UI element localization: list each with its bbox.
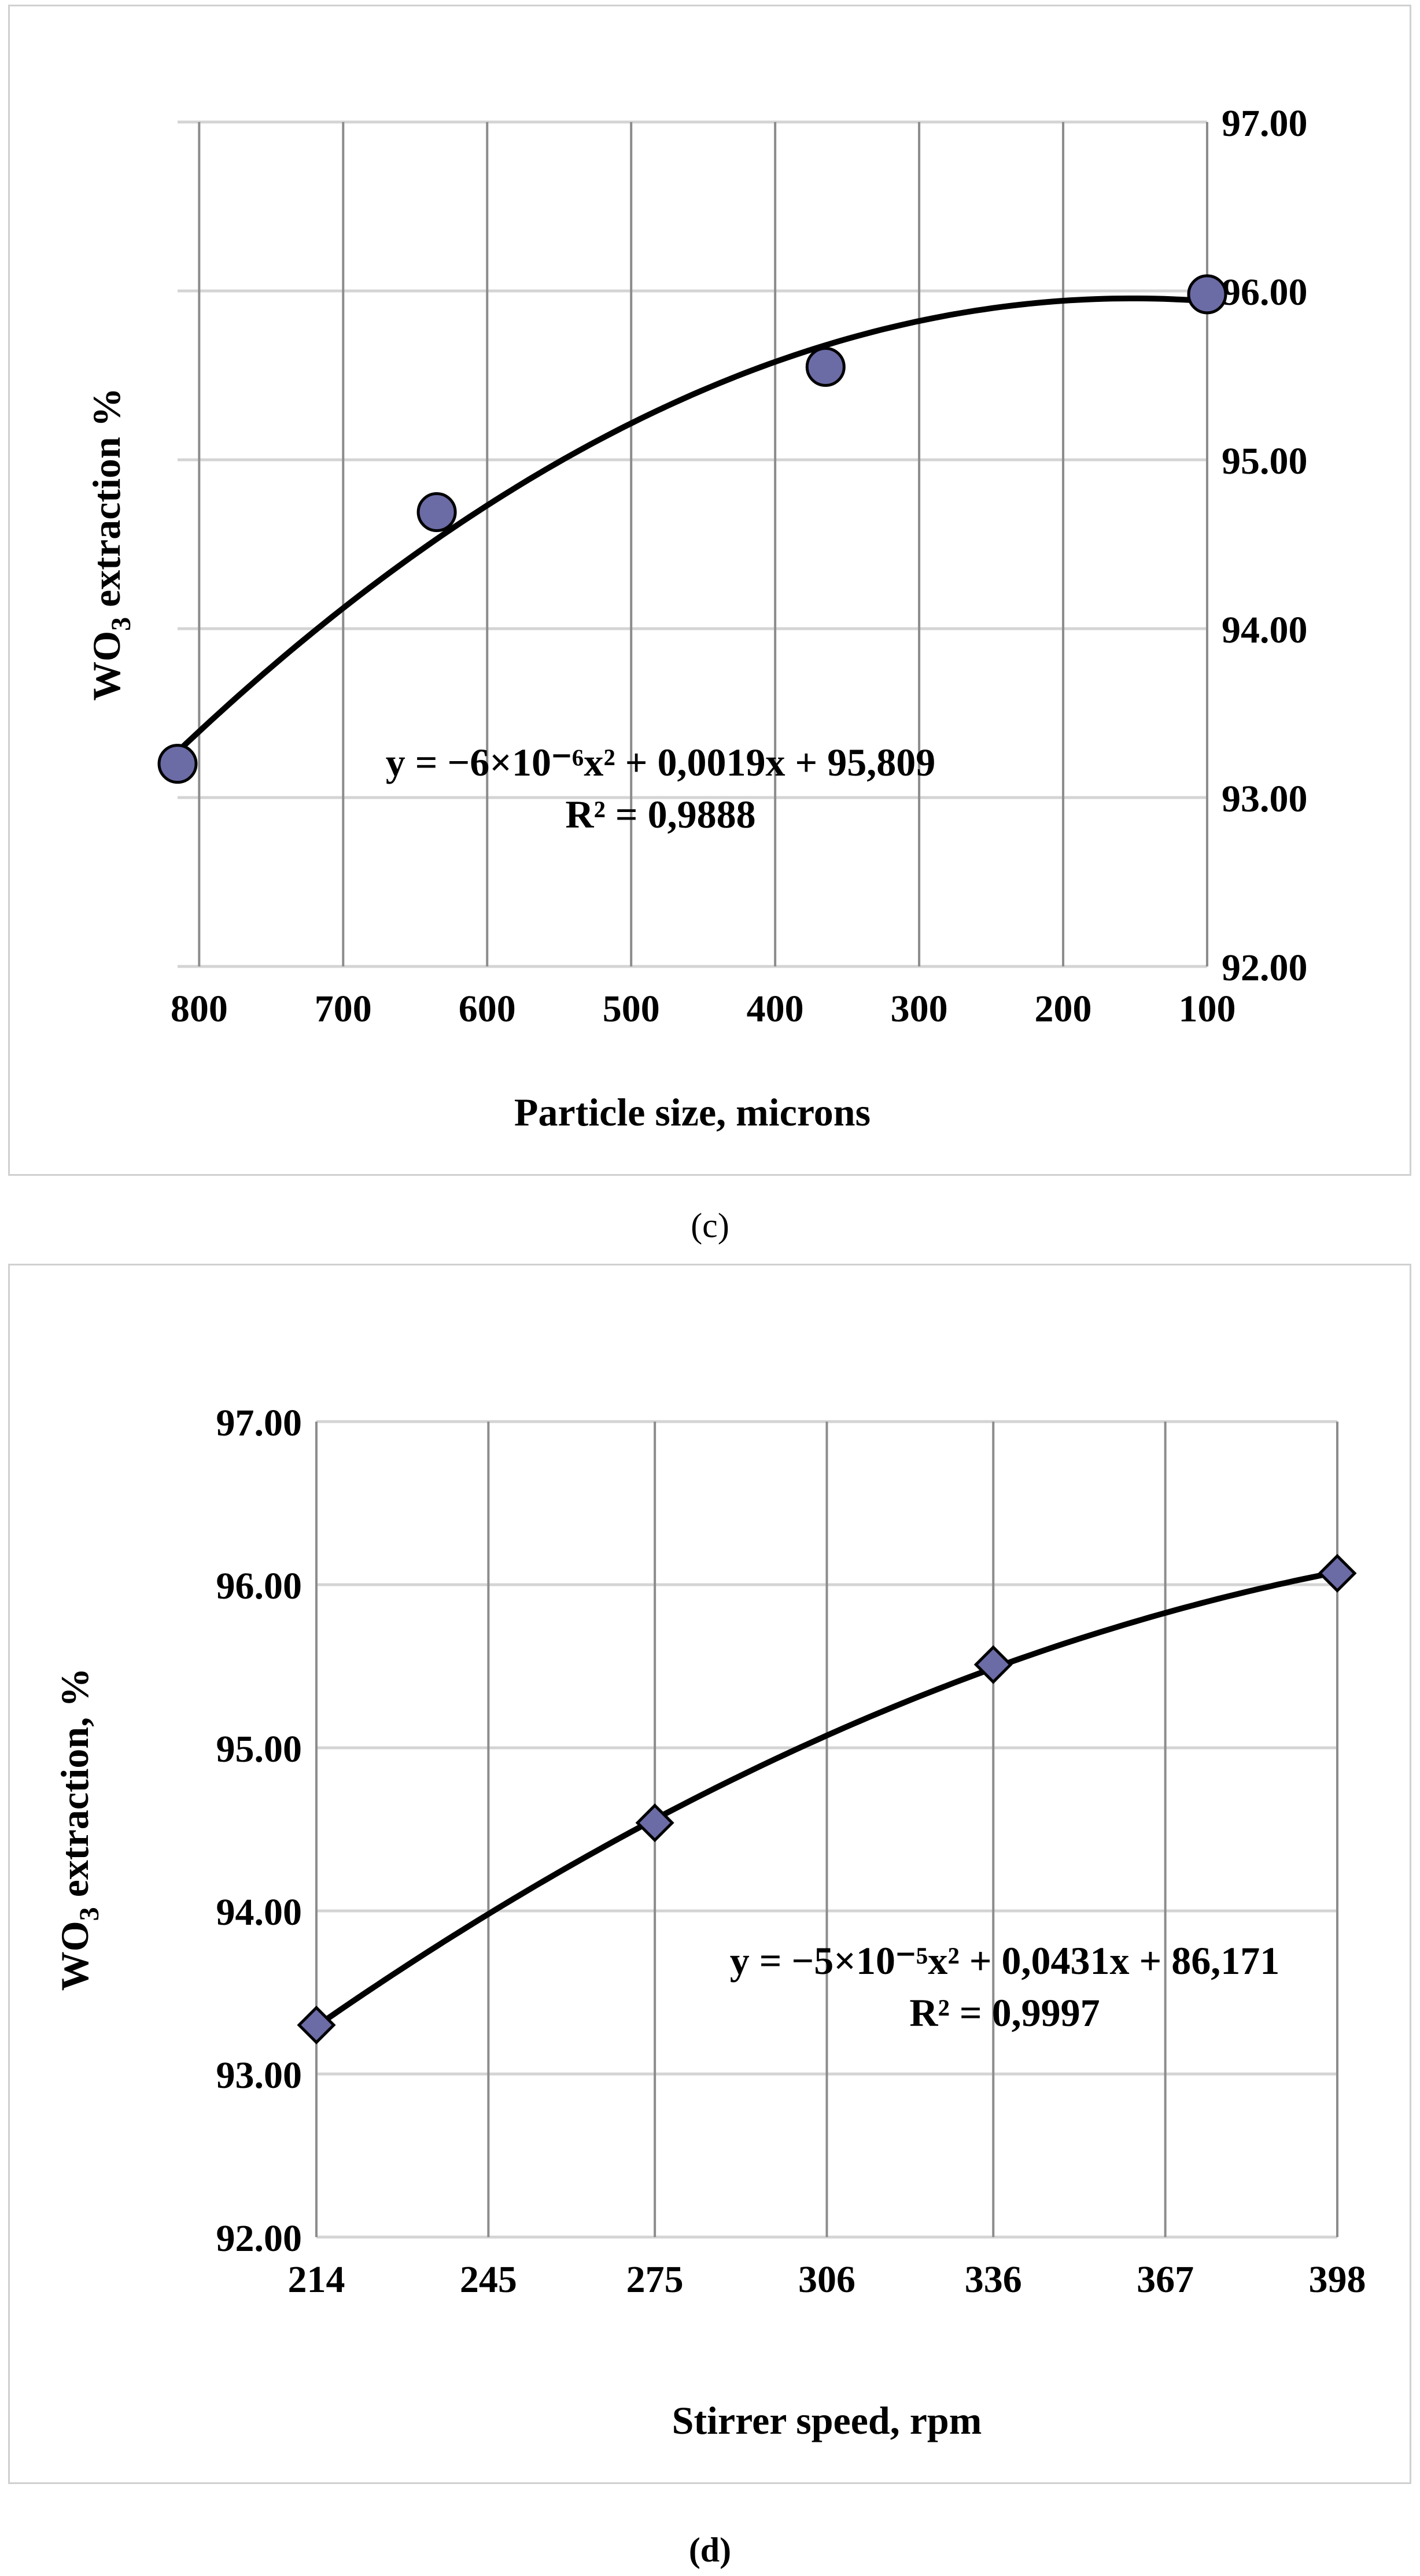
trendline [175,296,1210,755]
x-tick-label: 500 [603,988,660,1030]
y-tick-label: 96.00 [1222,271,1308,313]
y-axis-label-subscript: 3 [74,1907,105,1921]
x-tick-label: 600 [459,988,516,1030]
x-tick-label: 400 [747,988,804,1030]
x-tick-label: 214 [288,2258,345,2301]
x-tick-label: 398 [1309,2258,1366,2301]
y-tick-label: 94.00 [1222,609,1308,651]
y-tick-label: 94.00 [216,1891,303,1933]
chart-panel-d: 214 245 275 306 336 367 398 97.00 96.00 95.00 94.0… [8,1264,1411,2484]
x-tick-label: 100 [1179,988,1236,1030]
y-axis-label-rest: extraction, % [53,1668,97,1907]
data-point-diamond [973,1645,1013,1684]
chart-c-plot: 800 700 600 500 400 300 200 100 97.00 96.00 95.00 9… [84,102,1308,1134]
x-tick-label: 245 [460,2258,517,2301]
r-squared-label: R² = 0,9888 [565,792,755,836]
x-tick-label: 700 [315,988,372,1030]
data-point-circle [805,346,846,387]
x-tick-label: 200 [1035,988,1092,1030]
trendline [313,1569,1340,2029]
y-tick-label: 96.00 [216,1565,303,1607]
trendline-equation: y = −6×10⁻⁶x² + 0,0019x + 95,809 [386,740,935,784]
x-tick-label: 367 [1137,2258,1194,2301]
y-tick-label: 93.00 [216,2054,303,2097]
y-tick-label: 93.00 [1222,778,1308,820]
y-axis-label: WO3 extraction, % [53,1668,105,1991]
x-tick-label: 800 [171,988,228,1030]
trendline-equation: y = −5×10⁻⁵x² + 0,0431x + 86,171 [730,1939,1279,1983]
y-axis-label-main: WO [84,631,128,701]
y-tick-label: 92.00 [216,2217,303,2260]
x-tick-label: 300 [891,988,948,1030]
data-point-circle [1187,274,1227,315]
y-axis-label-main: WO [53,1921,97,1991]
chart-panel-c: 800 700 600 500 400 300 200 100 97.00 96.00 95.00 9… [8,5,1411,1176]
y-tick-label: 95.00 [1222,440,1308,482]
data-point-circle [157,744,198,784]
x-tick-label: 306 [798,2258,855,2301]
x-tick-label: 275 [626,2258,684,2301]
y-tick-label: 97.00 [216,1402,303,1444]
y-axis-label-rest: extraction % [84,387,128,617]
x-tick-label: 336 [965,2258,1022,2301]
data-point-diamond [1318,1553,1357,1593]
y-tick-label: 92.00 [1222,947,1308,989]
x-axis-label: Particle size, microns [514,1090,871,1134]
y-axis-label: WO3 extraction % [84,387,137,700]
data-point-circle [416,492,457,533]
caption-c: (c) [691,1206,729,1245]
y-axis-label-subscript: 3 [106,617,137,631]
y-tick-label: 95.00 [216,1728,303,1770]
chart-d-plot: 214 245 275 306 336 367 398 97.00 96.00 95.00 94.0… [53,1402,1366,2442]
y-tick-label: 97.00 [1222,102,1308,145]
data-point-diamond [297,2005,336,2044]
r-squared-label: R² = 0,9997 [909,1991,1100,2035]
caption-d: (d) [688,2531,732,2569]
data-point-diamond [635,1803,674,1843]
x-axis-label: Stirrer speed, rpm [672,2398,982,2442]
